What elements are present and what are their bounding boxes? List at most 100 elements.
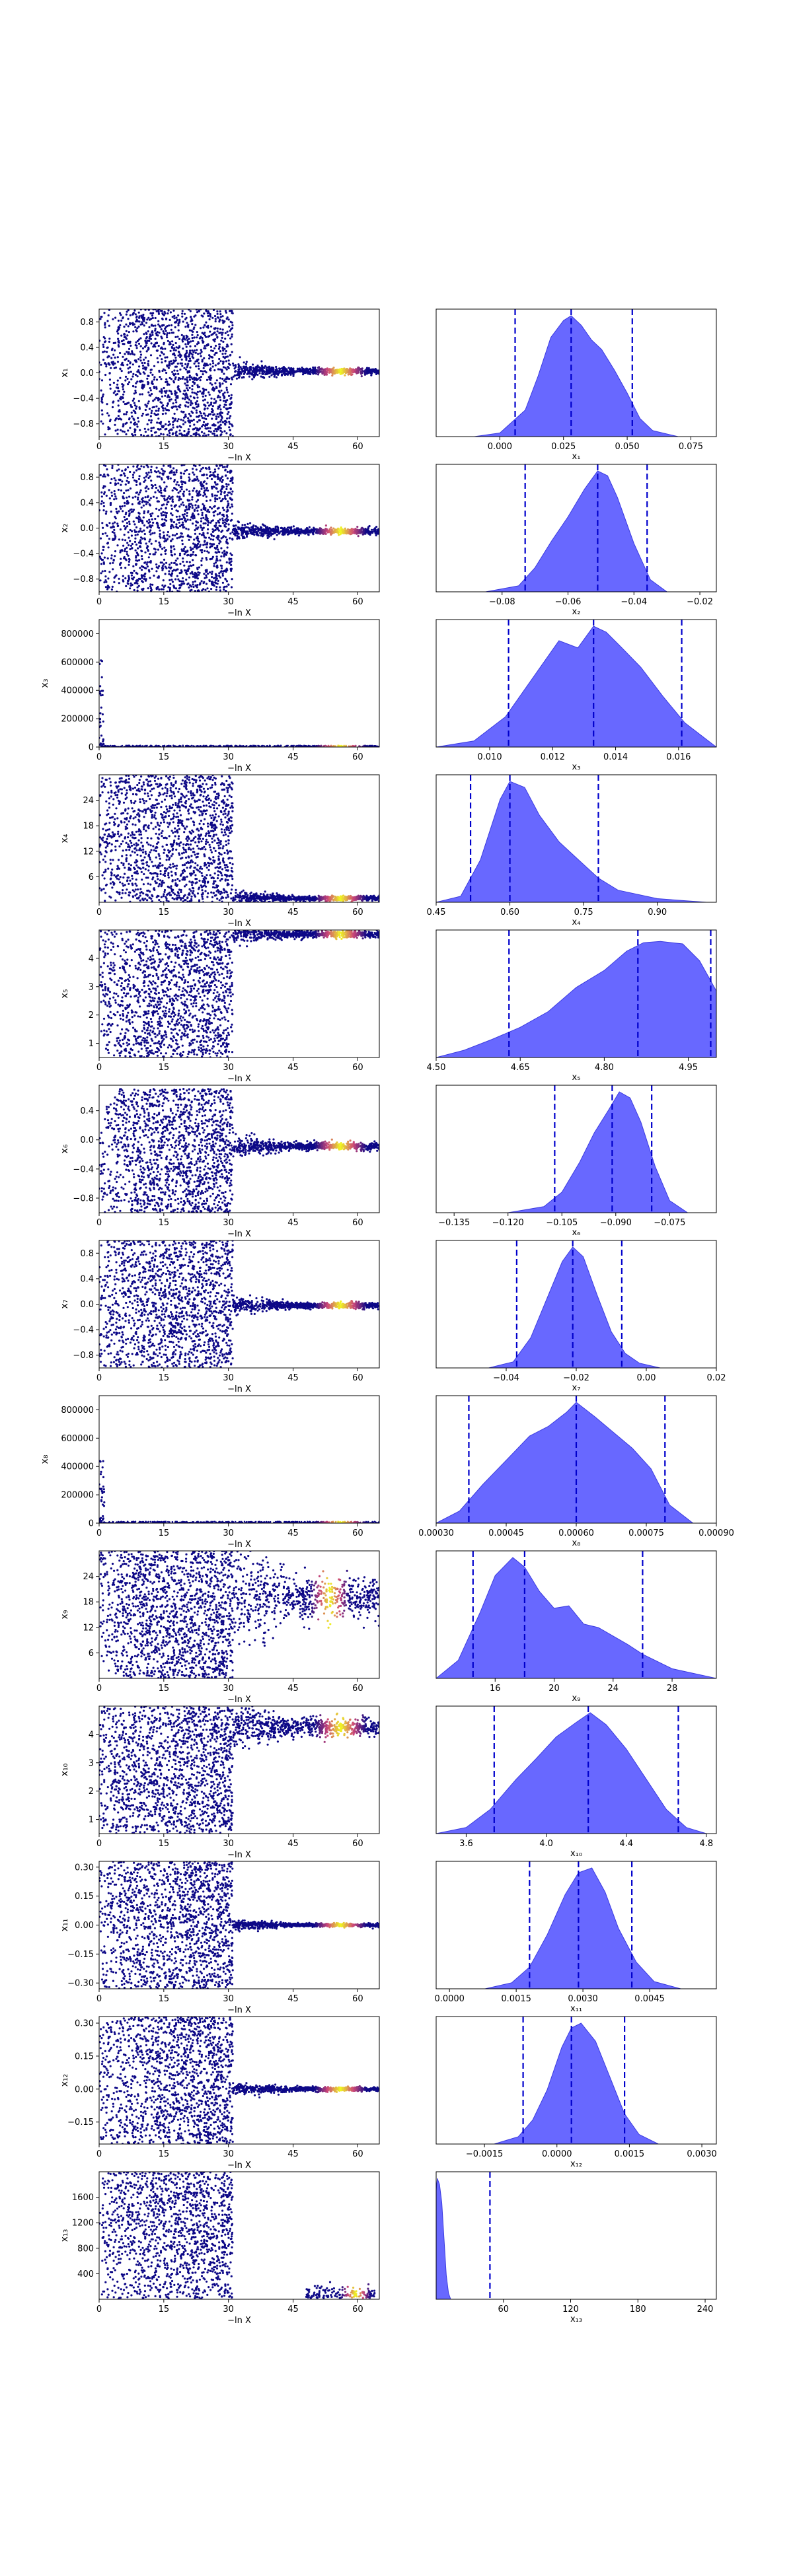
trace-point <box>140 314 143 317</box>
trace-point <box>223 555 225 557</box>
trace-point <box>122 520 124 523</box>
trace-point <box>158 491 161 493</box>
trace-point <box>120 398 122 401</box>
trace-point <box>166 538 169 541</box>
trace-point <box>276 534 278 536</box>
trace-point <box>377 369 379 372</box>
trace-point <box>162 433 165 436</box>
trace-point <box>171 316 174 318</box>
trace-point <box>217 507 220 509</box>
tick-label: 0.050 <box>615 442 639 452</box>
trace-point <box>322 368 325 371</box>
trace-point <box>120 314 122 316</box>
trace-point <box>219 423 222 426</box>
trace-point <box>172 309 175 312</box>
trace-point <box>173 317 176 320</box>
trace-point <box>288 526 291 529</box>
trace-point <box>145 350 148 353</box>
trace-point <box>147 487 150 490</box>
trace-point <box>198 571 201 574</box>
trace-point <box>168 396 171 398</box>
trace-point <box>155 387 158 390</box>
trace-point <box>324 524 327 527</box>
trace-point <box>136 380 139 383</box>
trace-point <box>268 745 271 747</box>
trace-point <box>195 411 198 414</box>
trace-point <box>157 410 160 412</box>
trace-point <box>103 581 106 584</box>
trace-point <box>124 379 127 382</box>
trace-point <box>197 506 200 509</box>
trace-point <box>185 336 188 339</box>
trace-point <box>341 528 344 531</box>
trace-point <box>152 426 155 429</box>
trace-point <box>206 477 209 480</box>
trace-point <box>181 312 184 315</box>
trace-point <box>183 564 186 567</box>
trace-point <box>201 511 204 515</box>
trace-point <box>149 529 152 532</box>
trace-point <box>213 494 217 497</box>
trace-point <box>225 580 229 583</box>
trace-point <box>231 505 234 508</box>
trace-point <box>132 400 134 402</box>
trace-point <box>185 334 188 337</box>
trace-point <box>136 464 139 466</box>
trace-point <box>137 420 140 423</box>
trace-point <box>137 311 140 314</box>
trace-point <box>278 369 281 372</box>
trace-point <box>293 744 295 747</box>
trace-point <box>176 563 178 566</box>
trace-point <box>191 504 194 507</box>
trace-point <box>197 353 200 355</box>
trace-point <box>147 400 150 403</box>
trace-point <box>266 745 268 747</box>
trace-point <box>140 569 143 571</box>
trace-point <box>289 369 291 373</box>
trace-point <box>138 500 141 503</box>
trace-point <box>263 367 266 369</box>
trace-point <box>175 509 178 512</box>
trace-point <box>219 427 222 430</box>
trace-point <box>144 431 147 433</box>
trace-point <box>212 744 214 747</box>
trace-point <box>181 310 184 312</box>
trace-point <box>209 375 212 377</box>
trace-point <box>145 472 148 475</box>
trace-point <box>157 323 160 326</box>
trace-point <box>135 347 138 349</box>
row-x_2: 0 15 30 45 60−0.8−0.40.00.40.8−ln Xx₂−0.08 −0… <box>59 464 717 618</box>
trace-point <box>209 558 211 561</box>
trace-point <box>140 506 143 509</box>
trace-point <box>297 534 300 537</box>
trace-point <box>163 314 165 316</box>
trace-point <box>165 390 168 392</box>
trace-point <box>141 557 143 561</box>
trace-point <box>209 345 213 348</box>
trace-point <box>209 538 212 541</box>
trace-point <box>218 406 221 409</box>
trace-point <box>260 532 263 535</box>
trace-point <box>161 310 163 312</box>
trace-point <box>126 496 128 499</box>
trace-point <box>165 412 167 415</box>
trace-point <box>161 369 164 373</box>
trace-point <box>135 382 137 384</box>
trace-point <box>230 394 233 396</box>
trace-point <box>178 338 181 340</box>
trace-point <box>111 406 114 409</box>
trace-point <box>225 570 227 573</box>
trace-point <box>109 562 112 565</box>
trace-point <box>145 563 148 565</box>
trace-point <box>201 557 204 560</box>
trace-point <box>360 375 363 378</box>
trace-point <box>208 394 211 396</box>
trace-point <box>268 365 270 368</box>
trace-point <box>245 361 248 363</box>
trace-point <box>171 524 174 526</box>
trace-point <box>161 361 163 364</box>
trace-point <box>99 474 102 477</box>
trace-point <box>278 367 281 370</box>
trace-point <box>338 371 340 374</box>
trace-point <box>193 538 196 541</box>
